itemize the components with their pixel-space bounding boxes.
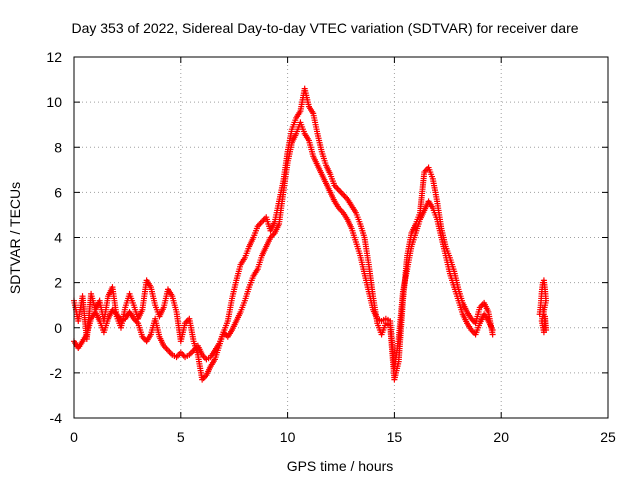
y-tick-label: 4	[54, 230, 62, 246]
y-tick-label: -2	[50, 365, 63, 381]
y-tick-label: 6	[54, 184, 62, 200]
x-tick-label: 25	[600, 429, 616, 445]
x-tick-label: 10	[280, 429, 296, 445]
x-axis-label: GPS time / hours	[287, 458, 394, 474]
data-point	[539, 304, 546, 311]
y-axis-label: SDTVAR / TECUs	[7, 182, 23, 294]
x-tick-label: 5	[177, 429, 185, 445]
y-tick-label: -4	[50, 410, 63, 426]
x-tick-label: 20	[493, 429, 509, 445]
tick-labels: 0 5 10 15 20 25 -4 -2 0 2 4 6 8 10 12	[46, 49, 616, 445]
y-tick-label: 2	[54, 275, 62, 291]
y-tick-label: 0	[54, 320, 62, 336]
y-tick-label: 10	[46, 94, 62, 110]
y-tick-label: 12	[46, 49, 62, 65]
chart-title: Day 353 of 2022, Sidereal Day-to-day VTE…	[71, 20, 578, 36]
data-point	[489, 327, 496, 334]
grid-lines	[74, 57, 608, 418]
data-points	[71, 85, 550, 383]
y-tick-label: 8	[54, 139, 62, 155]
series-2	[71, 119, 496, 372]
x-tick-label: 0	[70, 429, 78, 445]
series-1	[71, 85, 496, 383]
x-tick-label: 15	[387, 429, 403, 445]
series-3	[536, 277, 550, 336]
plot-frame	[73, 56, 609, 419]
